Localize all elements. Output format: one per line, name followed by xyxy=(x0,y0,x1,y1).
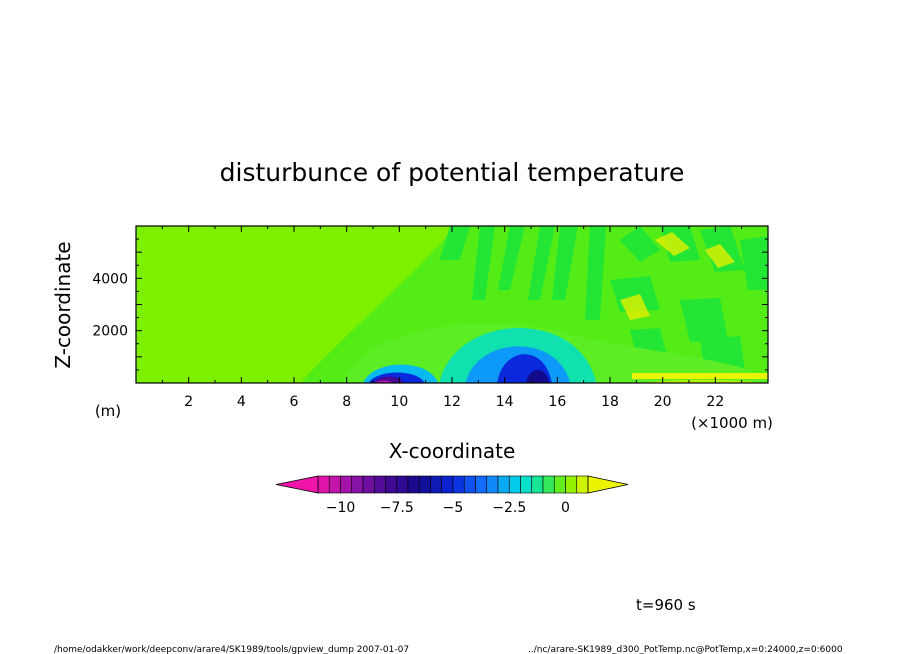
colorbar-cell xyxy=(576,475,589,494)
cold-pool-layer xyxy=(374,380,393,383)
y-axis: 2000 4000 xyxy=(92,225,768,384)
x-axis-label: X-coordinate xyxy=(389,439,516,463)
x-unit-label: (×1000 m) xyxy=(691,414,773,432)
y-unit-label: (m) xyxy=(95,402,121,420)
x-tick-label: 4 xyxy=(237,394,246,410)
colorbar-cell xyxy=(542,475,555,494)
colorbar-cell xyxy=(328,475,341,494)
colorbar-cell xyxy=(407,475,420,494)
x-tick-label: 12 xyxy=(443,394,461,410)
x-tick-label: 6 xyxy=(290,394,299,410)
colorbar-cell xyxy=(351,475,364,494)
cold-pool-layers xyxy=(342,323,768,383)
field-warm-spots xyxy=(620,232,735,320)
colorbar-cell xyxy=(486,475,499,494)
colorbar-ticks: −10 −7.5 −5 −2.5 0 xyxy=(326,500,570,516)
colorbar-cell xyxy=(531,475,544,494)
colorbar-cell xyxy=(373,475,386,494)
x-tick-label: 8 xyxy=(342,394,351,410)
x-tick-label: 2 xyxy=(184,394,193,410)
colorbar-cell xyxy=(340,475,353,494)
x-tick-label: 10 xyxy=(390,394,408,410)
colorbar-cell xyxy=(452,475,465,494)
colorbar-cell xyxy=(565,475,578,494)
colorbar-cell xyxy=(520,475,533,494)
colorbar-cell xyxy=(441,475,454,494)
colorbar-cell xyxy=(385,475,398,494)
colorbar-tick-label: −10 xyxy=(326,500,356,516)
colorbar-tick-label: −5 xyxy=(443,500,464,516)
y-tick-label: 2000 xyxy=(92,324,128,340)
colorbar-extend-high xyxy=(587,475,629,494)
y-tick-label: 4000 xyxy=(92,271,128,287)
colorbar-tick-label: −2.5 xyxy=(492,500,526,516)
colorbar-cell xyxy=(430,475,443,494)
x-tick-label: 14 xyxy=(496,394,514,410)
colorbar-cell xyxy=(362,475,375,494)
colorbar-cell xyxy=(418,475,431,494)
colorbar-tick-label: −7.5 xyxy=(380,500,414,516)
colorbar-cell xyxy=(508,475,521,494)
colorbar-cell xyxy=(396,475,409,494)
surface-warm-band xyxy=(632,373,768,379)
colorbar-extend-low xyxy=(275,475,319,494)
cold-pool-layer xyxy=(526,369,550,383)
time-label: t=960 s xyxy=(636,596,696,614)
colorbar-cell xyxy=(463,475,476,494)
colorbar xyxy=(275,475,629,494)
x-tick-label: 18 xyxy=(601,394,619,410)
y-axis-label: Z-coordinate xyxy=(51,241,75,368)
colorbar-cell xyxy=(553,475,566,494)
heatmap-field xyxy=(136,226,768,383)
footer-left-path: /home/odakker/work/deepconv/arare4/SK198… xyxy=(54,645,409,654)
chart-title: disturbunce of potential temperature xyxy=(220,158,685,187)
colorbar-cell xyxy=(497,475,510,494)
field-striations xyxy=(440,226,768,372)
x-tick-label: 22 xyxy=(706,394,724,410)
colorbar-cell xyxy=(475,475,488,494)
colorbar-tick-label: 0 xyxy=(561,500,570,516)
colorbar-cell xyxy=(317,475,330,494)
cold-pool-layer xyxy=(643,379,761,383)
x-axis: 2 4 6 8 10 12 14 16 18 20 22 xyxy=(135,226,769,410)
x-tick-label: 16 xyxy=(548,394,566,410)
footer-right-path: ../nc/arare-SK1989_d300_PotTemp.nc@PotTe… xyxy=(528,645,843,654)
x-tick-label: 20 xyxy=(654,394,672,410)
